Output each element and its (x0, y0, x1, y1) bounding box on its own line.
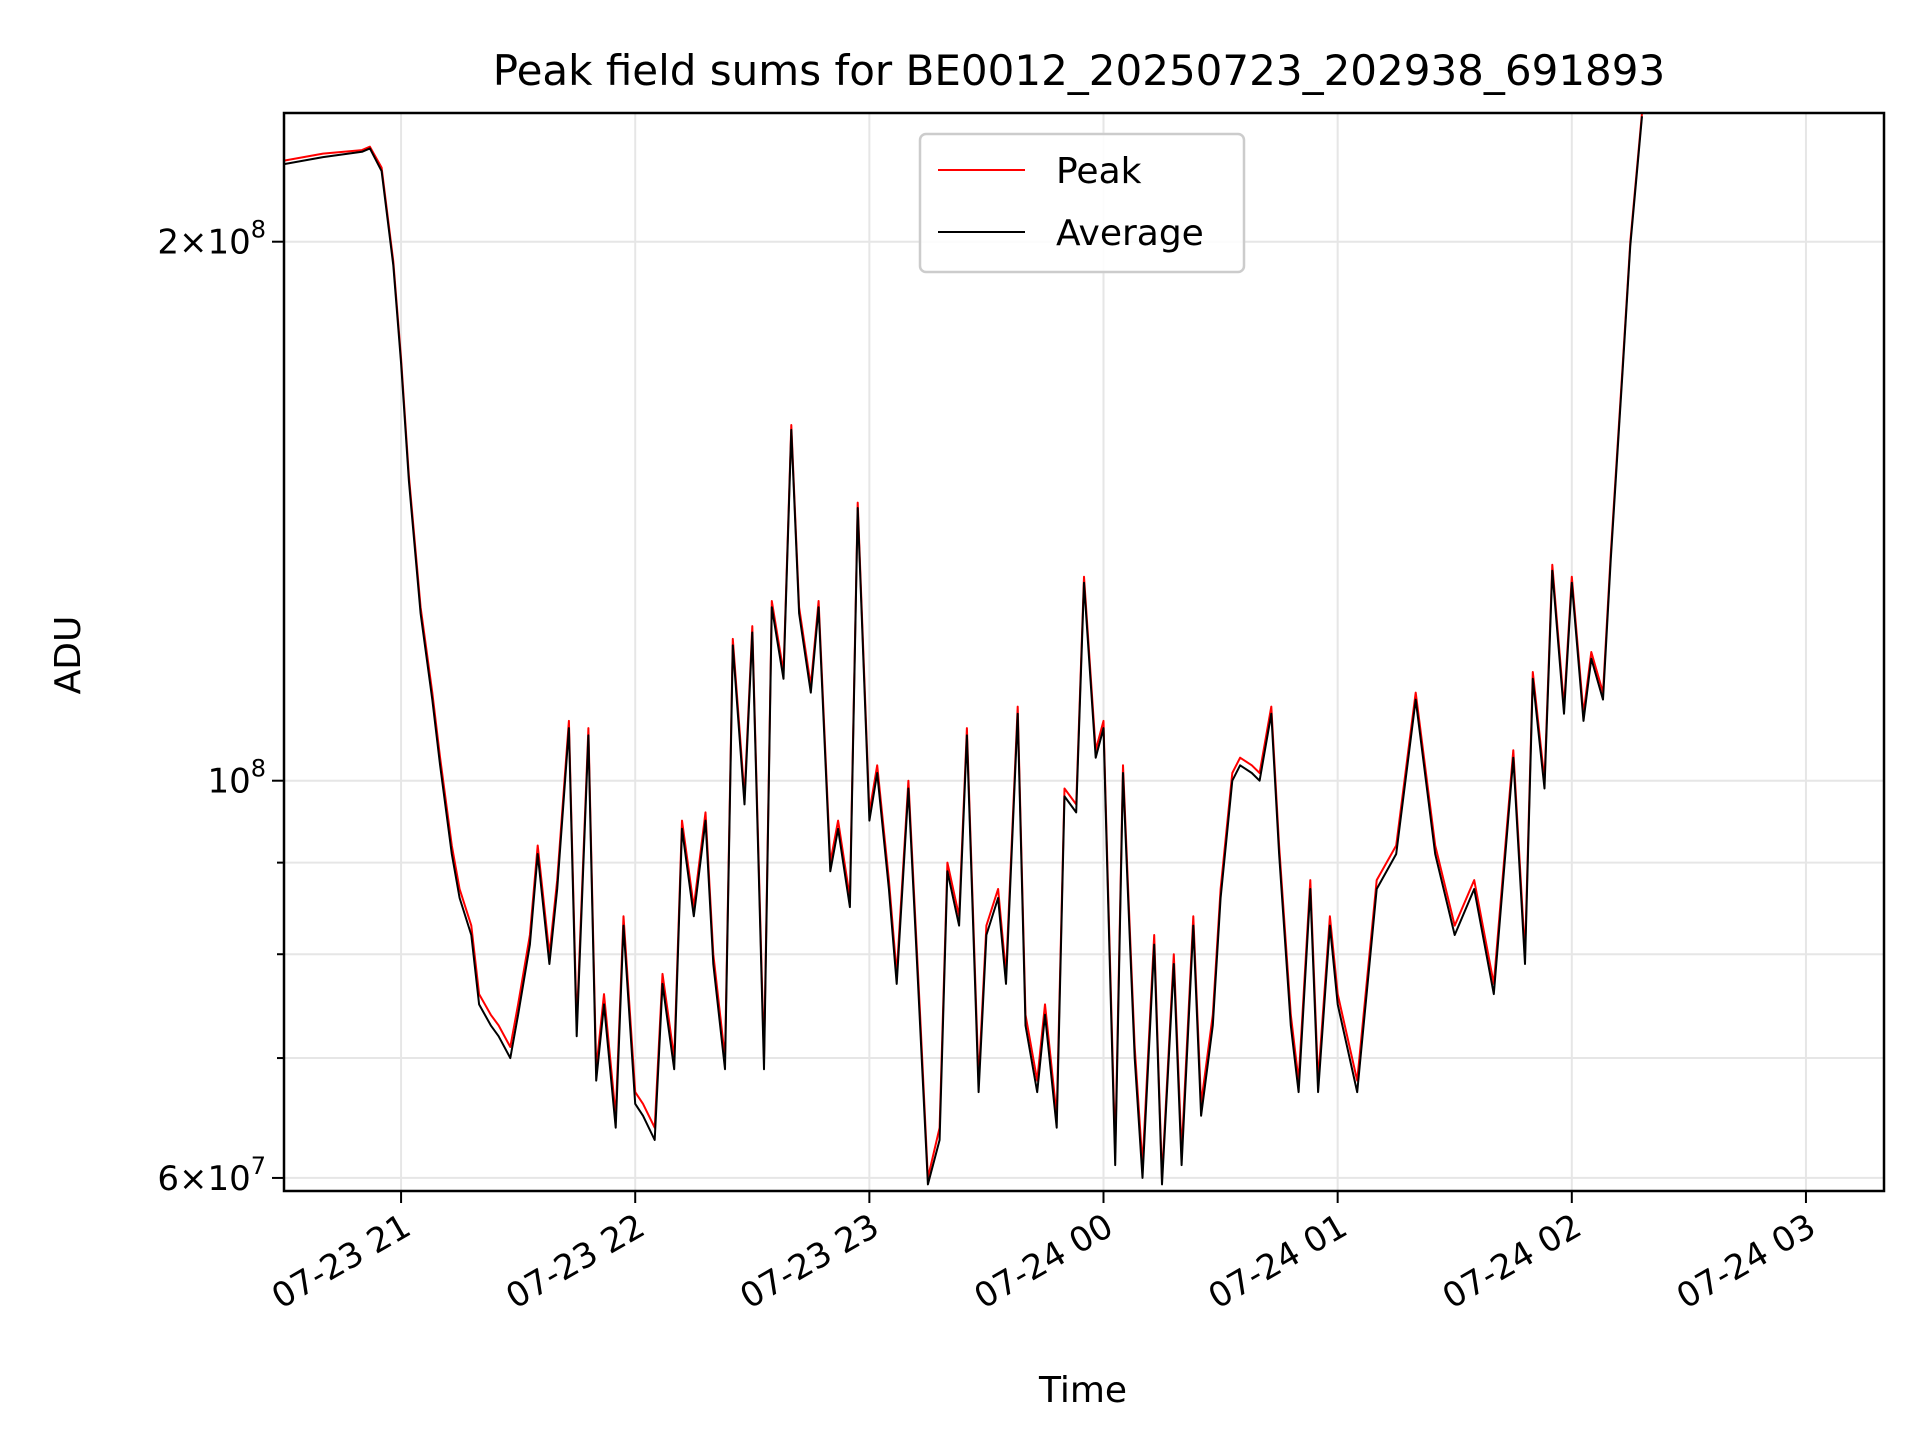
plot-frame (282, 111, 1886, 1193)
legend-label-average: Average (1056, 213, 1204, 254)
y-tick-label: 108 (207, 755, 266, 802)
legend-box (918, 132, 1246, 274)
x-axis-label: Time (1038, 1370, 1127, 1411)
chart-title: Peak field sums for BE0012_20250723_2029… (493, 46, 1665, 95)
series-line-average (284, 116, 1643, 1186)
plot-lines (284, 113, 1643, 1186)
legend-label-peak: Peak (1056, 151, 1142, 192)
y-tick-label: 2×108 (157, 216, 266, 263)
legend: Peak Average (918, 132, 1246, 274)
y-tick-label: 6×107 (157, 1152, 266, 1199)
y-axis-label: ADU (48, 616, 89, 695)
y-axis: 6×107 108 2×108 (157, 216, 284, 1199)
